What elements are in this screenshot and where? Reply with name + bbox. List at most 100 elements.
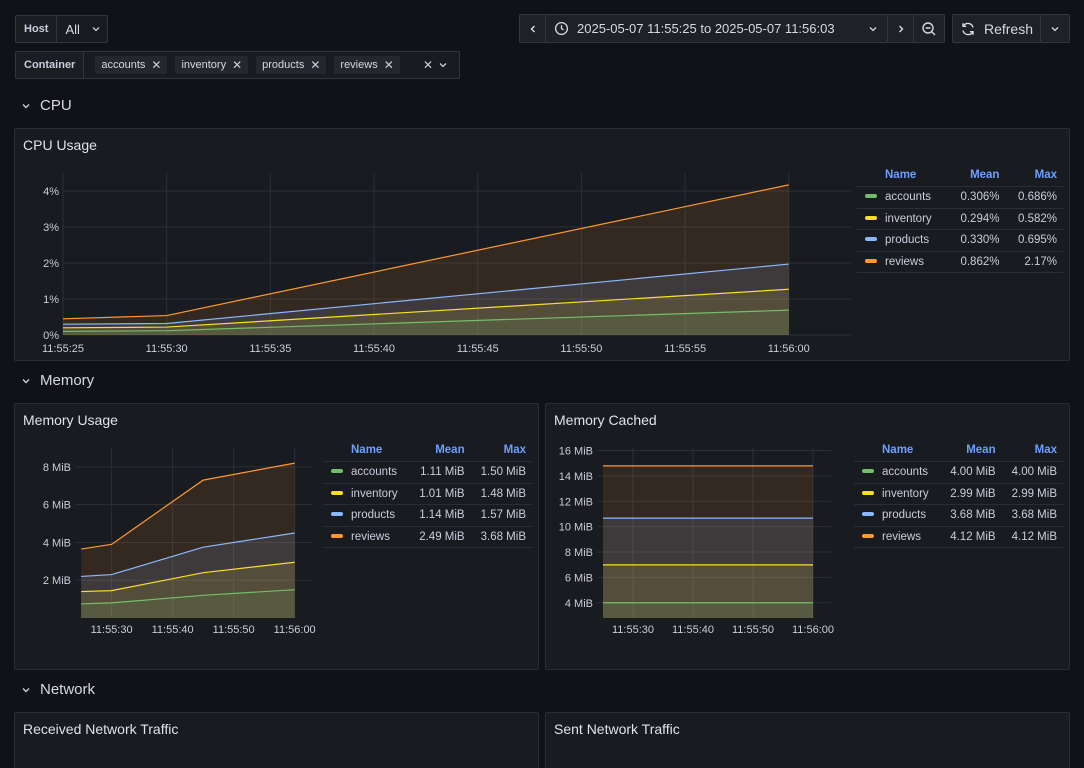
legend-max-value: 1.48 MiB: [470, 483, 532, 505]
legend-series-name[interactable]: inventory: [857, 208, 948, 230]
container-chip-inventory[interactable]: inventory ✕: [175, 56, 249, 74]
legend-row-accounts[interactable]: accounts 1.11 MiB 1.50 MiB: [323, 461, 532, 484]
legend-max-value: 3.68 MiB: [470, 526, 532, 548]
container-chip-reviews[interactable]: reviews ✕: [334, 56, 400, 74]
legend-series-name[interactable]: inventory: [854, 483, 941, 505]
legend-row-inventory[interactable]: inventory 0.294% 0.582%: [857, 208, 1063, 230]
x-tick-label: 11:56:00: [792, 624, 834, 636]
close-icon[interactable]: ✕: [310, 58, 321, 72]
legend-row-inventory[interactable]: inventory 1.01 MiB 1.48 MiB: [323, 483, 532, 505]
y-tick-label: 12 MiB: [559, 496, 593, 508]
chevron-down-icon[interactable]: [437, 59, 449, 71]
legend-row-accounts[interactable]: accounts 4.00 MiB 4.00 MiB: [854, 461, 1063, 484]
row-header-memory[interactable]: Memory: [20, 372, 94, 389]
legend-row-reviews[interactable]: reviews 2.49 MiB 3.68 MiB: [323, 526, 532, 548]
series-line-reviews[interactable]: [62, 184, 789, 320]
refresh-button[interactable]: Refresh: [952, 14, 1041, 43]
container-chip-list: accounts ✕ inventory ✕ products ✕ reviews ✕: [84, 56, 419, 74]
row-header-network[interactable]: Network: [20, 681, 95, 698]
legend-max-value: 3.68 MiB: [1001, 504, 1063, 527]
legend-header-max[interactable]: Max: [470, 440, 532, 462]
zoom-out-button[interactable]: [913, 14, 945, 43]
row-header-cpu[interactable]: CPU: [20, 97, 72, 114]
legend-series-name[interactable]: reviews: [323, 526, 410, 548]
close-icon[interactable]: ✕: [383, 58, 394, 72]
series-line-inventory[interactable]: [81, 561, 295, 593]
legend-row-reviews[interactable]: reviews 0.862% 2.17%: [857, 251, 1063, 273]
legend-series-label: reviews: [882, 530, 921, 543]
x-tick-label: 11:55:25: [42, 343, 84, 355]
legend-series-label: accounts: [885, 191, 932, 204]
series-color-swatch: [865, 194, 877, 199]
legend-series-label: accounts: [351, 466, 398, 479]
chip-label: accounts: [101, 59, 146, 71]
series-line-accounts[interactable]: [81, 589, 295, 605]
panel-memory-cached: Memory Cached 4 MiB 6 MiB 8 MiB 10 MiB 12 Mi…: [545, 403, 1070, 670]
y-tick-label: 4%: [43, 186, 59, 198]
time-shift-forward-button[interactable]: [887, 14, 914, 43]
legend-row-inventory[interactable]: inventory 2.99 MiB 2.99 MiB: [854, 483, 1063, 505]
legend-max-value: 2.17%: [1005, 251, 1063, 273]
legend-mean-value: 0.306%: [947, 186, 1006, 209]
series-line-products[interactable]: [62, 263, 789, 325]
series-line-reviews[interactable]: [81, 462, 295, 550]
x-tick-label: 11:55:50: [560, 343, 602, 355]
legend-header-mean[interactable]: Mean: [940, 440, 1002, 462]
series-color-swatch: [862, 469, 874, 474]
legend-header-mean[interactable]: Mean: [409, 440, 471, 462]
series-color-swatch: [862, 533, 874, 538]
legend-row-reviews[interactable]: reviews 4.12 MiB 4.12 MiB: [854, 526, 1063, 548]
legend-mean-value: 0.862%: [947, 251, 1006, 273]
series-color-swatch: [862, 490, 874, 495]
legend-series-name[interactable]: accounts: [323, 461, 410, 484]
x-tick-label: 11:55:30: [146, 343, 188, 355]
refresh-interval-dropdown[interactable]: [1040, 14, 1070, 43]
close-icon[interactable]: ✕: [151, 58, 162, 72]
legend-header-name[interactable]: Name: [857, 165, 948, 187]
clear-all-icon[interactable]: ✕: [422, 58, 433, 72]
container-chip-accounts[interactable]: accounts ✕: [95, 56, 168, 74]
legend-series-name[interactable]: reviews: [854, 526, 941, 548]
container-variable[interactable]: Container accounts ✕ inventory ✕ products ✕…: [15, 51, 460, 79]
legend-header-max[interactable]: Max: [1005, 165, 1063, 187]
container-variable-label: Container: [16, 52, 85, 78]
series-line-inventory[interactable]: [62, 288, 789, 329]
legend-series-name[interactable]: products: [323, 504, 410, 527]
series-area-inventory: [81, 562, 295, 618]
memory-usage-legend: Name Mean Max accounts 1.11 MiB 1.50 MiB inven…: [323, 440, 532, 548]
legend-mean-value: 2.49 MiB: [409, 526, 471, 548]
series-line-accounts[interactable]: [62, 309, 789, 332]
legend-mean-value: 4.12 MiB: [940, 526, 1002, 548]
host-select[interactable]: All: [57, 22, 109, 37]
legend-header-name[interactable]: Name: [854, 440, 941, 462]
legend-series-name[interactable]: products: [857, 229, 948, 252]
container-chip-products[interactable]: products ✕: [256, 56, 327, 74]
host-variable[interactable]: Host All: [15, 15, 108, 43]
panel-memory-usage: Memory Usage 2 MiB 4 MiB 6 MiB 8 MiB 11:55:3…: [14, 403, 539, 670]
legend-series-label: products: [882, 509, 927, 522]
legend-series-name[interactable]: accounts: [854, 461, 941, 484]
memory-cached-legend: Name Mean Max accounts 4.00 MiB 4.00 MiB inven…: [854, 440, 1063, 548]
x-tick-label: 11:55:50: [213, 624, 255, 636]
legend-header-name[interactable]: Name: [323, 440, 410, 462]
legend-row-accounts[interactable]: accounts 0.306% 0.686%: [857, 186, 1063, 209]
series-line-products[interactable]: [81, 532, 295, 578]
legend-series-name[interactable]: products: [854, 504, 941, 527]
y-tick-label: 8 MiB: [43, 462, 71, 474]
time-range-picker[interactable]: 2025-05-07 11:55:25 to 2025-05-07 11:56:…: [545, 14, 888, 43]
legend-max-value: 1.57 MiB: [470, 504, 532, 527]
time-shift-back-button[interactable]: [519, 14, 546, 43]
legend-header-max[interactable]: Max: [1001, 440, 1063, 462]
close-icon[interactable]: ✕: [232, 58, 243, 72]
legend-series-name[interactable]: accounts: [857, 186, 948, 209]
legend-row-products[interactable]: products 0.330% 0.695%: [857, 229, 1063, 252]
legend-row-products[interactable]: products 3.68 MiB 3.68 MiB: [854, 504, 1063, 527]
legend-row-products[interactable]: products 1.14 MiB 1.57 MiB: [323, 504, 532, 527]
legend-series-name[interactable]: inventory: [323, 483, 410, 505]
legend-header-mean[interactable]: Mean: [947, 165, 1006, 187]
x-tick-label: 11:55:40: [353, 343, 395, 355]
legend-series-name[interactable]: reviews: [857, 251, 948, 273]
series-color-swatch: [865, 215, 877, 220]
legend-max-value: 1.50 MiB: [470, 461, 532, 484]
cpu-usage-legend: Name Mean Max accounts 0.306% 0.686% inventory…: [857, 165, 1063, 273]
